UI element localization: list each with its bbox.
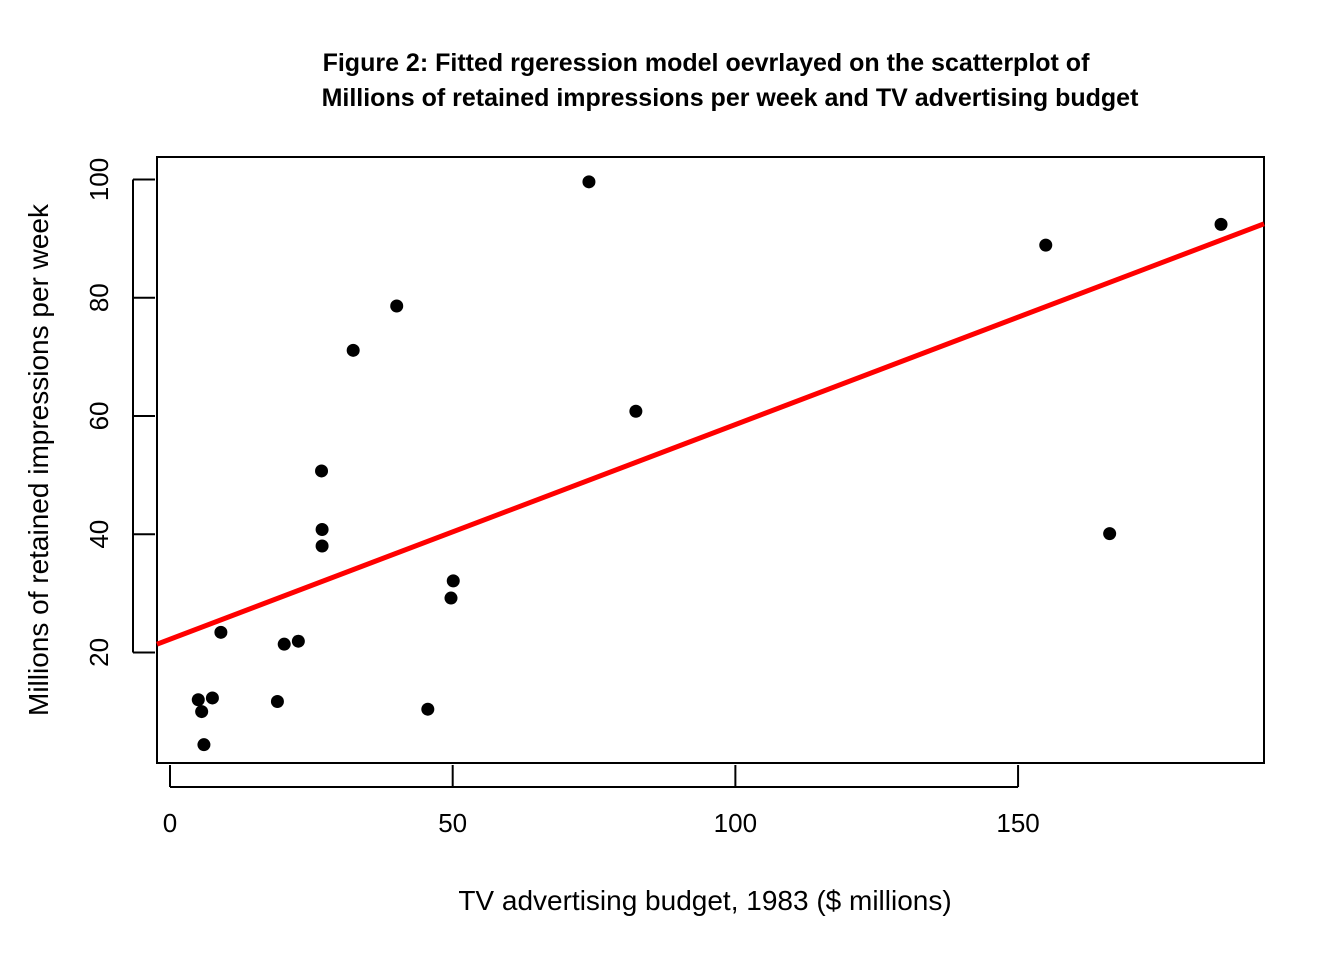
data-point [197, 738, 211, 752]
data-point [315, 539, 329, 553]
x-tick-label: 50 [438, 808, 467, 838]
y-tick-label: 40 [84, 520, 114, 549]
regression-line [156, 221, 1265, 647]
data-point [270, 695, 284, 709]
data-point [291, 634, 305, 648]
data-point [315, 522, 329, 536]
data-point [444, 591, 458, 605]
fit-line-layer [156, 221, 1265, 647]
x-tick-label: 100 [714, 808, 757, 838]
data-point [1214, 217, 1228, 231]
y-tick-label: 80 [84, 283, 114, 312]
data-points [191, 175, 1228, 752]
data-point [446, 574, 460, 588]
data-point [315, 464, 329, 478]
data-point [582, 175, 596, 189]
chart-title-line-2: Millions of retained impressions per wee… [322, 84, 1140, 112]
data-point [421, 702, 435, 716]
data-point [1039, 238, 1053, 252]
data-point [205, 691, 219, 705]
chart-title-line-1: Figure 2: Fitted rgeression model oevrla… [323, 49, 1090, 77]
x-axis-label: TV advertising budget, 1983 ($ millions) [458, 885, 951, 916]
y-tick-label: 100 [84, 158, 114, 201]
data-point [195, 705, 209, 719]
data-point [390, 299, 404, 313]
x-axis: 0 50 100 150 [163, 765, 1040, 838]
data-point [346, 343, 360, 357]
y-axis-label: Millions of retained impressions per wee… [23, 203, 54, 716]
y-axis: 20 40 60 80 100 [84, 158, 155, 667]
y-tick-label: 60 [84, 401, 114, 430]
data-point [629, 404, 643, 418]
x-tick-label: 0 [163, 808, 177, 838]
data-point [277, 637, 291, 651]
y-tick-label: 20 [84, 638, 114, 667]
data-point [191, 693, 205, 707]
data-point [1103, 527, 1117, 541]
plot-frame [156, 156, 1265, 764]
data-point [214, 625, 228, 639]
x-tick-label: 150 [996, 808, 1039, 838]
